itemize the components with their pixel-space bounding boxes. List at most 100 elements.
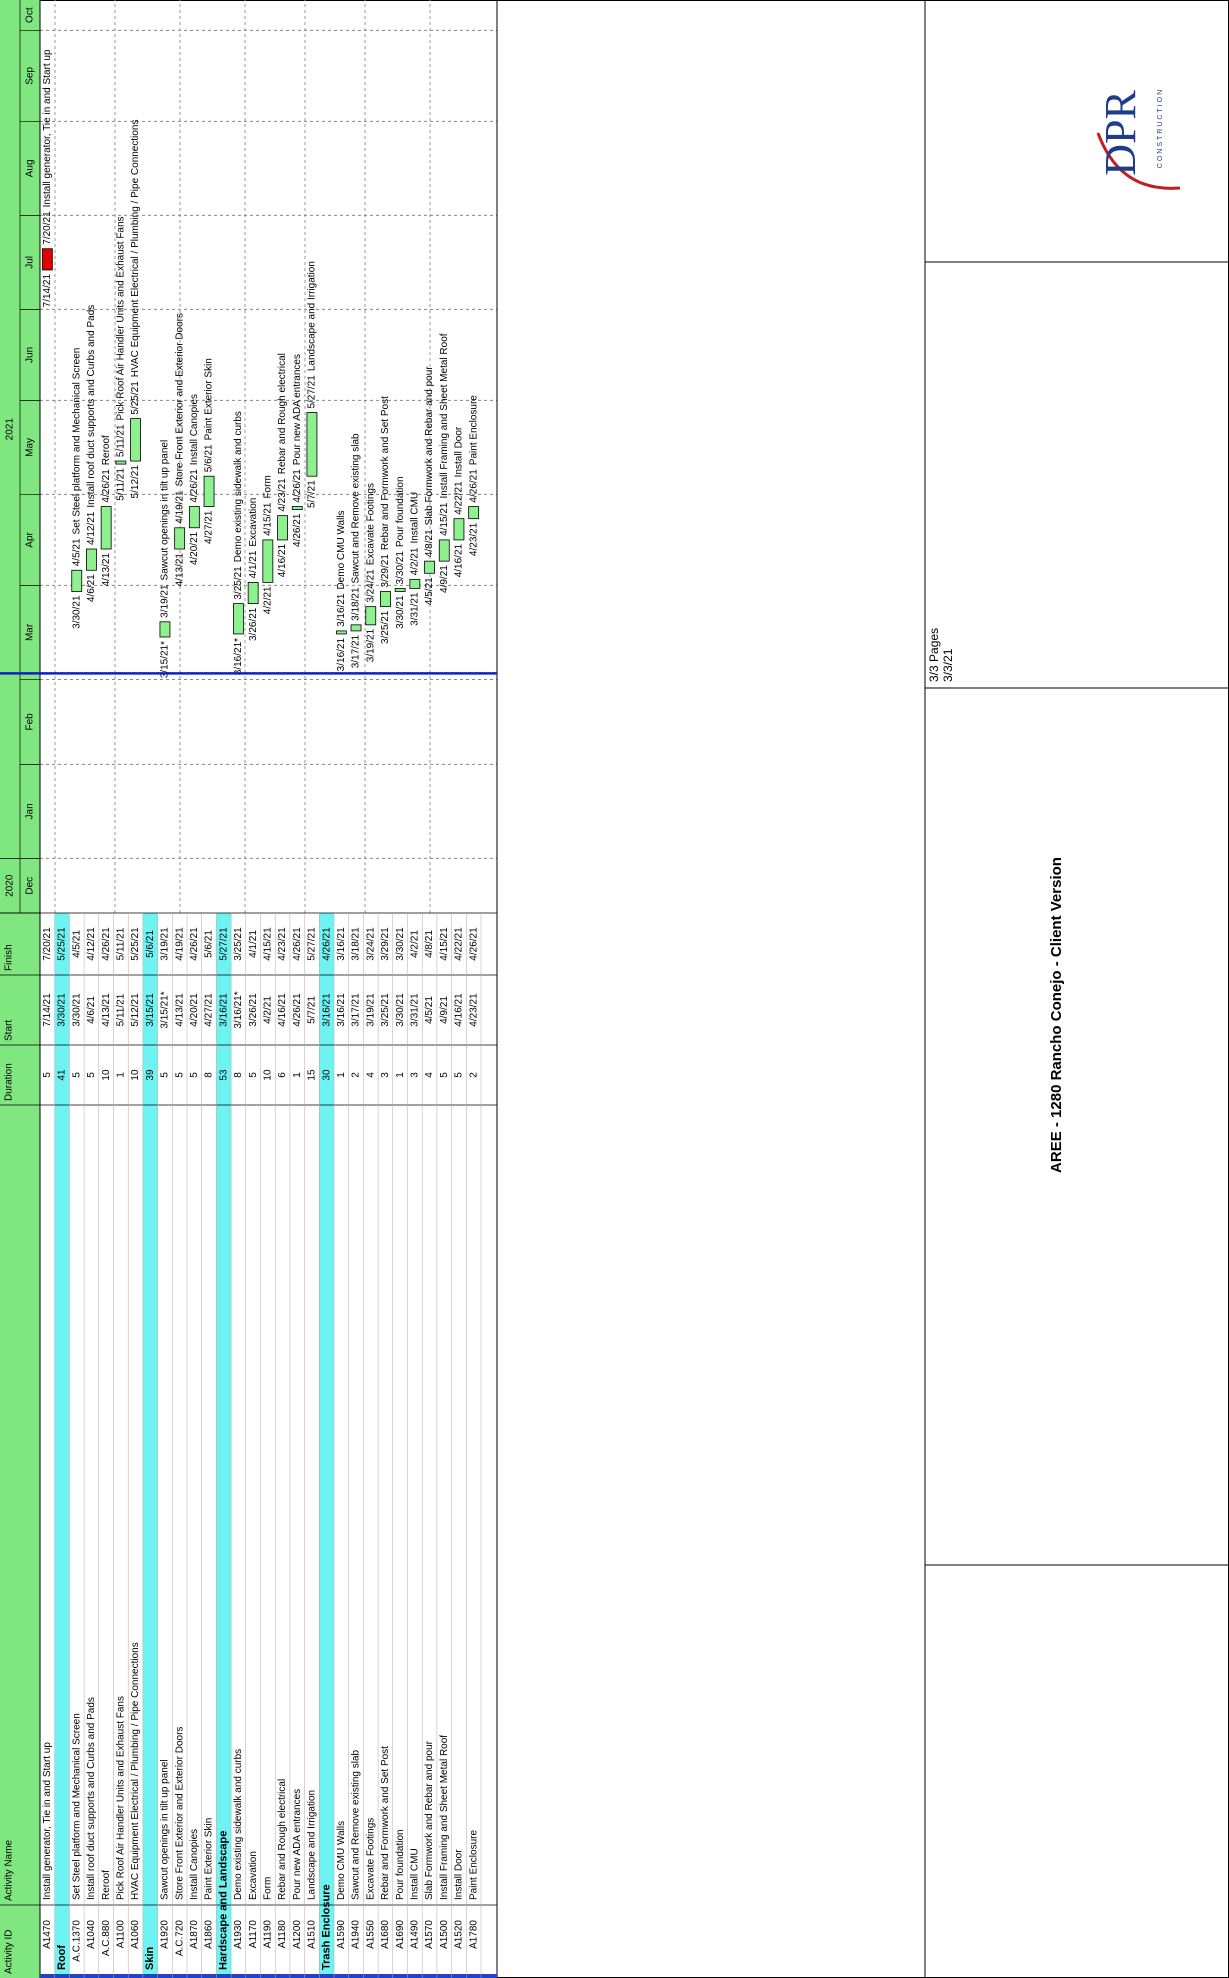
start: 4/13/21 [174, 993, 185, 1027]
bar-finish-label: 7/20/21 [42, 211, 53, 245]
bar-name-label: Rebar and Rough electrical [277, 353, 288, 474]
start: 4/13/21 [101, 993, 112, 1027]
duration: 5 [174, 1072, 185, 1078]
start: 4/16/21 [454, 993, 465, 1027]
start: 3/17/21 [351, 993, 362, 1027]
activity-name: Excavation [248, 1851, 259, 1900]
bar-finish-label: 4/15/21 [439, 502, 450, 536]
finish: 5/6/21 [204, 930, 215, 958]
logo-sub: CONSTRUCTION [1157, 88, 1164, 168]
bar [394, 588, 406, 592]
bar [86, 548, 97, 571]
bar [130, 418, 141, 462]
logo: DPR [1096, 90, 1145, 176]
bar-start-label: 3/15/21* [160, 641, 171, 678]
bar-start-label: 4/20/21 [189, 531, 200, 565]
duration: 10 [130, 1069, 141, 1081]
bar-name-label: Store Front Exterior and Exterior Doors [174, 313, 185, 486]
activity-id: A1680 [380, 1920, 391, 1949]
finish: 5/27/21 [307, 927, 318, 961]
duration: 10 [262, 1069, 273, 1081]
start: 3/26/21 [248, 993, 259, 1027]
duration: 5 [454, 1072, 465, 1078]
start: 4/23/21 [468, 993, 479, 1027]
column-header: Activity Name [4, 1839, 15, 1901]
activity-name: Install Framing and Sheet Metal Roof [439, 1735, 450, 1900]
duration: 5 [248, 1072, 259, 1078]
finish: 4/19/21 [174, 927, 185, 961]
bar [277, 515, 288, 541]
bar-start-label: 4/2/21 [262, 586, 273, 614]
bar [41, 248, 53, 271]
activity-id: A1550 [365, 1920, 376, 1949]
activity-name: Set Steel platform and Mechanical Screen [71, 1713, 82, 1900]
duration: 6 [277, 1072, 288, 1078]
bar-name-label: Form [262, 475, 273, 498]
finish: 5/11/21 [115, 927, 126, 960]
activity-id: A1570 [424, 1920, 435, 1949]
bar-name-label: Sawcut openings in tilt up panel [160, 440, 171, 581]
bar-start-label: 7/14/21 [42, 274, 53, 308]
finish: 3/29/21 [380, 927, 391, 961]
finish: 4/23/21 [277, 927, 288, 961]
group-name: Roof [56, 1945, 68, 1970]
bar-start-label: 4/26/21 [292, 513, 303, 547]
bar-name-label: Rebar and Formwork and Set Post [380, 396, 391, 550]
bar-finish-label: 3/16/21 [336, 593, 347, 627]
bar-finish-label: 4/8/21 [424, 529, 435, 557]
finish: 4/22/21 [454, 927, 465, 961]
activity-name: Install Door [454, 1849, 465, 1900]
duration: 5 [71, 1072, 82, 1078]
start: 3/30/21 [395, 993, 406, 1027]
duration: 1 [336, 1072, 347, 1078]
left-band [40, 1974, 497, 1978]
bar [262, 539, 274, 583]
bar [306, 412, 318, 477]
activity-name: Install CMU [409, 1848, 420, 1900]
finish: 4/15/21 [262, 927, 273, 961]
month-label: Jan [25, 803, 36, 819]
start: 3/16/21 [218, 993, 229, 1027]
duration: 2 [351, 1072, 362, 1078]
bar-start-label: 3/19/21 [365, 628, 376, 662]
activity-id: A1040 [86, 1920, 97, 1949]
bar [247, 581, 259, 605]
activity-id: A1190 [262, 1920, 273, 1949]
bar-name-label: HVAC Equipment Electrical / Plumbing / P… [130, 119, 141, 377]
activity-name: Demo existing sidewalk and curbs [233, 1749, 244, 1900]
bar-start-label: 5/11/21 [115, 468, 126, 501]
activity-id: A1170 [248, 1920, 259, 1949]
group-row-bg [216, 913, 232, 1978]
activity-name: Pick Roof Air Handler Units and Exhaust … [115, 1696, 126, 1900]
bar-finish-label: 3/25/21 [233, 566, 244, 600]
finish: 4/26/21 [189, 927, 200, 961]
year-label: 2021 [5, 418, 16, 441]
group-name: Hardscape and Landscape [218, 1831, 230, 1970]
bar [453, 518, 465, 541]
bar-start-label: 4/13/21 [101, 553, 112, 587]
bar [438, 539, 450, 562]
duration: 41 [57, 1069, 68, 1081]
bar-name-label: Install Door [454, 426, 465, 477]
bar-finish-label: 4/26/21 [101, 469, 112, 503]
finish: 4/1/21 [248, 930, 259, 958]
start: 3/31/21 [409, 993, 420, 1027]
bar-start-label: 3/31/21 [409, 592, 420, 626]
bar-finish-label: 3/29/21 [380, 554, 391, 588]
duration: 8 [204, 1072, 215, 1078]
bar-name-label: Slab Formwork and Rebar and pour [424, 366, 435, 526]
activity-id: A1690 [395, 1920, 406, 1949]
bar [115, 460, 127, 465]
finish: 4/26/21 [101, 927, 112, 961]
finish: 4/26/21 [468, 927, 479, 961]
bar-name-label: Install generator, Tie in and Start up [42, 49, 53, 207]
bar-finish-label: 4/26/21 [189, 469, 200, 503]
finish: 4/5/21 [71, 930, 82, 958]
bar-start-label: 3/16/21 [336, 638, 347, 672]
bar-finish-label: 4/12/21 [86, 511, 97, 545]
bar-start-label: 4/23/21 [468, 522, 479, 556]
duration: 5 [189, 1072, 200, 1078]
